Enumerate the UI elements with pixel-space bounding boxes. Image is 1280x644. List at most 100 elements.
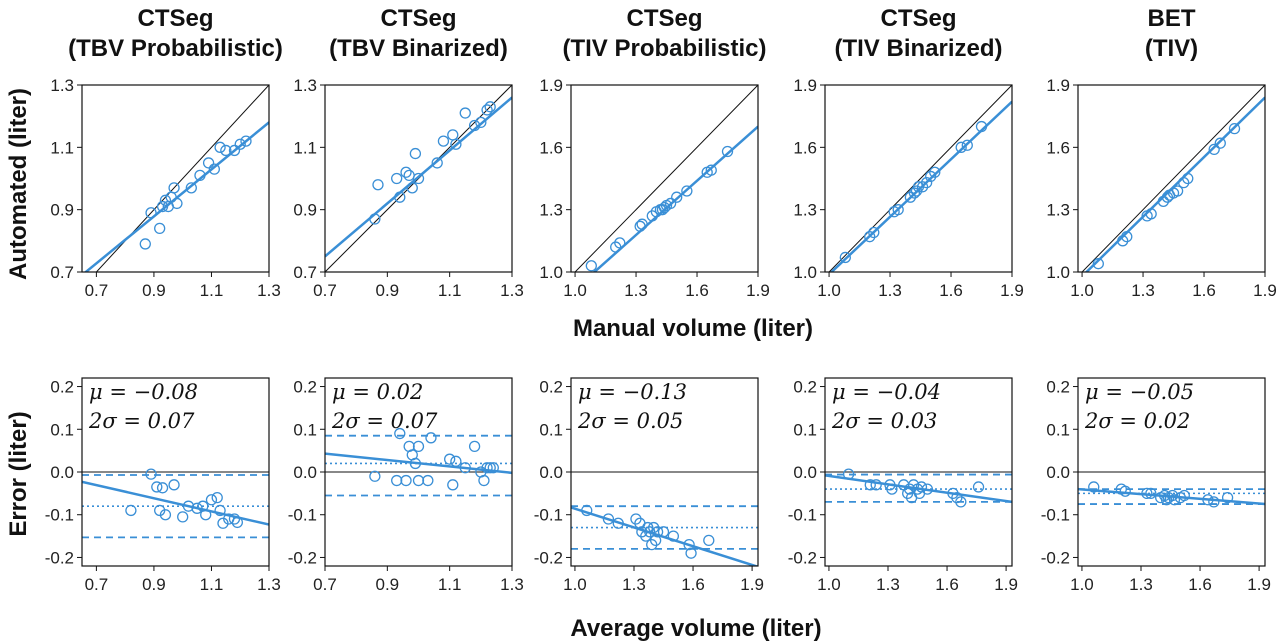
data-point (1171, 185, 1184, 197)
identity-line (95, 85, 269, 272)
y-tick-label: 0.2 (1046, 378, 1070, 397)
x-tick-label: 1.6 (935, 575, 959, 594)
x-tick-label: 1.0 (817, 281, 841, 300)
panel-title-line-1: CTSeg (626, 5, 702, 32)
data-point (156, 200, 169, 213)
y-tick-label: -0.2 (45, 548, 74, 567)
x-tick-label: 1.3 (876, 575, 900, 594)
panel-agreement-4: 1.0 1.3 1.6 1.9 1.0 1.3 1.6 1.9 CTSeg (TIV Binari… (793, 5, 1023, 300)
x-tick-label: 0.9 (376, 575, 400, 594)
data-point (908, 187, 921, 199)
y-tick-label: 1.6 (793, 138, 817, 157)
x-tick-label: 1.1 (438, 281, 462, 300)
data-point (636, 218, 648, 230)
x-tick-label: 1.1 (200, 281, 224, 300)
y-tick-label: 0.0 (293, 463, 317, 482)
data-point (145, 207, 157, 219)
data-point (671, 191, 683, 203)
panel-frame (324, 84, 513, 273)
data-point (200, 509, 212, 521)
x-tick-label: 1.0 (1070, 281, 1094, 300)
data-point (151, 481, 163, 493)
data-point (412, 440, 425, 453)
data-point (231, 516, 244, 529)
data-point (450, 138, 462, 150)
y-tick-label: 0.1 (293, 420, 317, 439)
data-point (664, 197, 677, 210)
panel-title-line-2: (TIV) (1145, 35, 1198, 62)
data-point (649, 534, 662, 547)
data-point (1178, 489, 1190, 502)
data-point (412, 172, 425, 185)
plot-area (825, 468, 1012, 508)
data-point (406, 182, 418, 194)
x-tick-label: 1.0 (817, 575, 841, 594)
y-tick-label: 0.0 (539, 463, 563, 482)
data-point (703, 534, 715, 547)
data-point (391, 474, 403, 487)
x-tick-label: 1.9 (1253, 281, 1277, 300)
x-tick-label: 1.1 (438, 575, 462, 594)
data-point (1228, 122, 1241, 135)
data-point (468, 119, 481, 132)
data-point (864, 479, 876, 491)
data-point (839, 251, 851, 264)
data-point (159, 194, 172, 206)
data-point (975, 120, 988, 133)
x-tick-label: 1.3 (500, 281, 524, 300)
y-tick-label: 0.7 (293, 263, 317, 282)
data-point (394, 427, 406, 440)
data-point (168, 479, 180, 491)
y-tick-label: 1.9 (793, 76, 817, 95)
data-point (214, 141, 226, 153)
x-tick-label: 0.7 (313, 575, 337, 594)
data-point (651, 526, 664, 538)
y-tick-label: 0.9 (50, 201, 74, 220)
y-tick-label: 0.2 (50, 378, 74, 397)
sigma-annotation: 2σ = 0.02 (1084, 409, 1190, 433)
data-point (1161, 191, 1174, 203)
panel-bland-altman-3: -0.2 -0.1 0.0 0.1 0.2 1.0 1.3 1.6 1.9 μ = −0.13 2σ… (534, 377, 764, 594)
x-tick-label: 1.3 (1131, 281, 1155, 300)
y-tick-label: 1.0 (539, 263, 563, 282)
data-point (955, 496, 967, 508)
x-tick-label: 1.0 (1070, 575, 1094, 594)
data-point (1119, 485, 1131, 497)
x-tick-label: 1.1 (200, 575, 224, 594)
data-point (459, 462, 471, 474)
x-tick-label: 0.9 (376, 281, 400, 300)
data-point (705, 164, 717, 176)
y-tick-label: 0.9 (293, 201, 317, 220)
x-tick-label: 1.6 (681, 575, 705, 594)
y-tick-label: -0.2 (288, 548, 317, 567)
data-point (125, 504, 137, 517)
data-point (955, 141, 967, 153)
panel-bland-altman-1: -0.2 -0.1 0.0 0.1 0.2 0.7 0.9 1.1 1.3 μ = −0.08 2σ… (45, 377, 281, 594)
x-tick-label: 1.6 (1192, 281, 1216, 300)
identity-line (828, 85, 1012, 272)
y-tick-label: -0.1 (45, 506, 74, 525)
panel-frame (824, 84, 1013, 273)
y-tick-label: 0.0 (793, 463, 817, 482)
data-point (437, 135, 450, 147)
mean-annotation: μ = −0.05 (1085, 380, 1194, 404)
x-tick-label: 1.0 (563, 281, 587, 300)
plot-area (828, 85, 1012, 272)
data-point (369, 213, 381, 225)
panel-title-line-1: CTSeg (380, 5, 456, 32)
data-point (369, 470, 381, 482)
data-point (630, 513, 642, 525)
data-point (154, 222, 166, 235)
data-point (646, 538, 658, 551)
x-tick-label: 0.7 (85, 575, 109, 594)
regression-line (325, 96, 512, 258)
data-point (658, 201, 671, 214)
y-tick-label: -0.2 (534, 548, 563, 567)
data-point (214, 504, 226, 517)
data-point (154, 504, 166, 517)
x-tick-label: 1.9 (746, 281, 770, 300)
data-point (920, 177, 933, 189)
data-point (202, 157, 215, 169)
data-point (194, 169, 206, 182)
plot-area (1081, 85, 1265, 272)
